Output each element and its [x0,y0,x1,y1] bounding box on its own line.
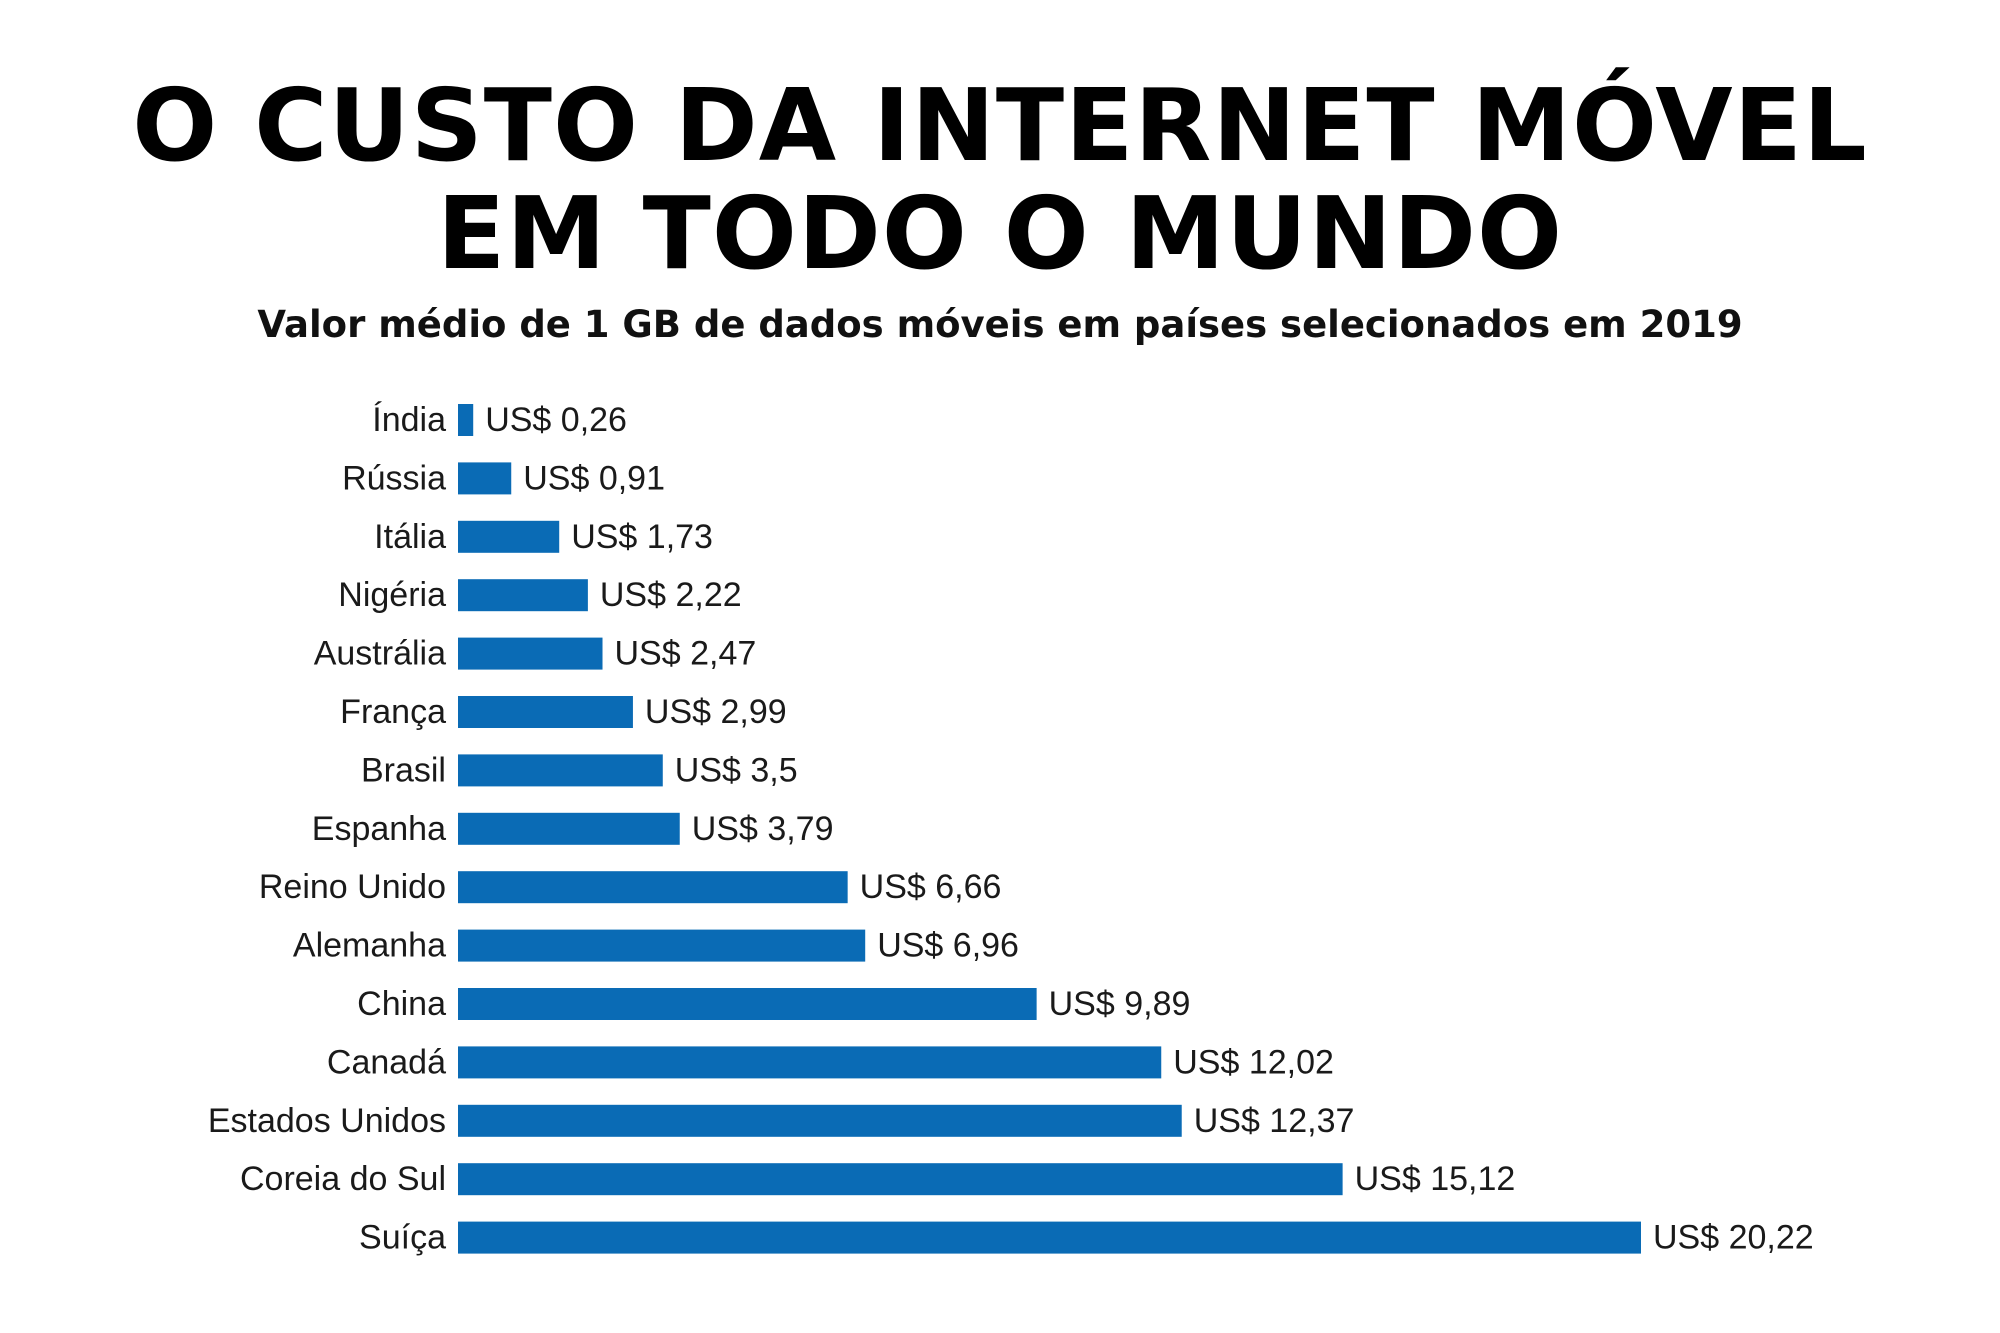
value-label: US$ 3,5 [675,751,798,789]
category-label: Canadá [327,1043,446,1081]
chart-title: O CUSTO DA INTERNET MÓVEL EM TODO O MUND… [0,72,2000,288]
bar [458,404,474,436]
category-label: Itália [374,518,446,556]
value-label: US$ 15,12 [1355,1160,1516,1198]
category-label: Alemanha [293,927,446,965]
bar-row: Estados Unidos US$ 12,37 [208,1102,1355,1140]
bar-row: Índia US$ 0,26 [372,401,627,439]
bar-row: Nigéria US$ 2,22 [338,576,741,614]
bar [458,1221,1641,1254]
value-label: US$ 0,26 [485,401,627,439]
category-label: Nigéria [338,576,446,614]
value-label: US$ 20,22 [1653,1219,1814,1257]
value-label: US$ 12,37 [1194,1102,1355,1140]
value-label: US$ 2,99 [645,693,787,731]
bar [458,988,1037,1020]
bar-row: Canadá US$ 12,02 [327,1043,1334,1081]
bar-row: Brasil US$ 3,5 [361,751,798,789]
bar-row: Suíça US$ 20,22 [359,1219,1814,1257]
category-label: Índia [372,401,446,439]
value-label: US$ 12,02 [1173,1043,1334,1081]
bar-row: Austrália US$ 2,47 [314,635,757,673]
category-label: Coreia do Sul [240,1160,446,1198]
category-label: Austrália [314,635,446,673]
bar-row: Reino Unido US$ 6,66 [259,868,1002,906]
value-label: US$ 0,91 [523,459,665,497]
category-label: Espanha [312,810,446,848]
value-label: US$ 2,47 [615,635,757,673]
category-label: Rússia [342,459,446,497]
bar [458,637,603,670]
category-label: Reino Unido [259,868,446,906]
category-label: Brasil [361,751,446,789]
bar [458,696,633,728]
bar [458,1104,1182,1137]
bar [458,871,848,904]
bar [458,754,663,787]
bar-row: Coreia do Sul US$ 15,12 [240,1160,1515,1198]
category-label: Estados Unidos [208,1102,446,1140]
bar [458,579,588,612]
value-label: US$ 6,96 [877,927,1019,965]
bar [458,462,512,495]
value-label: US$ 1,73 [571,518,713,556]
category-label: Suíça [359,1219,446,1257]
value-label: US$ 3,79 [692,810,834,848]
bar-row: Rússia US$ 0,91 [342,459,665,497]
category-label: China [357,985,446,1023]
chart-title-line-2: EM TODO O MUNDO [437,175,1563,292]
chart-title-line-1: O CUSTO DA INTERNET MÓVEL [132,67,1868,184]
bar-row: Alemanha US$ 6,96 [293,927,1019,965]
value-label: US$ 2,22 [600,576,742,614]
bar [458,520,560,553]
bar-row: Espanha US$ 3,79 [312,810,834,848]
bar [458,1163,1343,1196]
chart-subtitle: Valor médio de 1 GB de dados móveis em p… [257,303,1743,346]
bar [458,812,680,845]
bar-row: Itália US$ 1,73 [374,518,713,556]
value-label: US$ 9,89 [1049,985,1191,1023]
bar [458,929,866,962]
bar [458,1046,1162,1079]
bar-row: China US$ 9,89 [357,985,1190,1023]
category-label: França [340,693,446,731]
bar-row: França US$ 2,99 [340,693,787,731]
value-label: US$ 6,66 [860,868,1002,906]
